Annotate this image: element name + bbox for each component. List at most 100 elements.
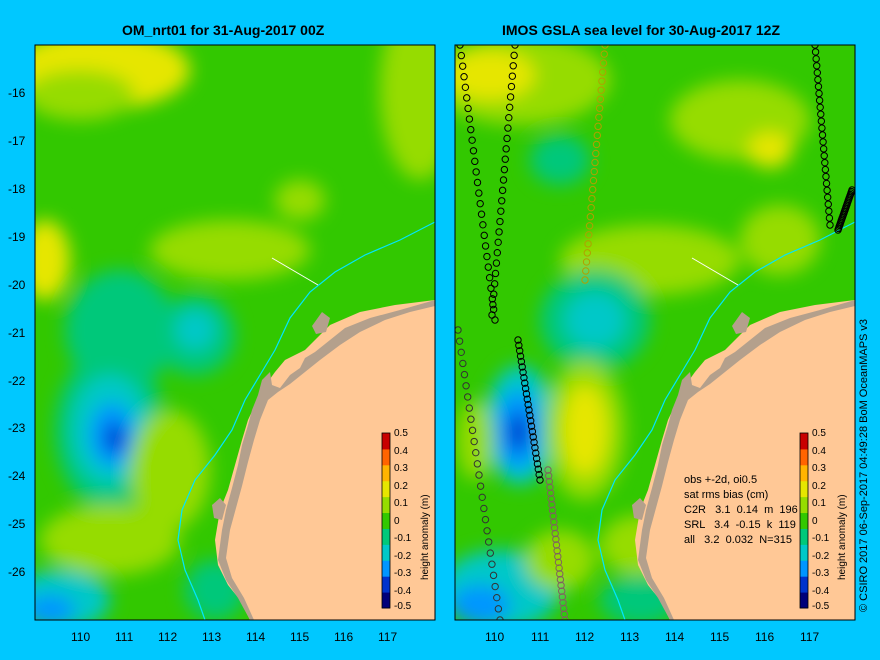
observation-marker [819,145,828,153]
observation-marker [492,259,501,267]
observation-marker [584,240,592,248]
observation-marker [814,82,823,91]
observation-marker [476,482,485,490]
observation-marker [465,115,474,123]
observation-marker [556,570,564,578]
observation-marker [508,72,517,80]
colorbar-segment [800,592,808,609]
observation-marker [581,276,589,284]
observation-marker [505,113,513,122]
observation-marker [818,131,827,139]
left-map-panel [35,45,435,620]
observation-marker [515,347,524,355]
observation-marker [477,210,486,218]
observation-marker [822,179,831,188]
x-tick: 111 [531,630,550,644]
observation-marker [589,176,598,185]
observation-marker [528,427,537,436]
observation-marker [521,384,530,393]
observation-marker [812,55,820,63]
observation-marker [521,379,529,387]
y-tick: -23 [8,421,26,435]
observation-marker [504,124,512,132]
colorbar-tick: 0.3 [394,463,408,474]
observation-marker [501,155,509,163]
observation-marker [535,470,543,479]
observation-marker [455,337,464,345]
observation-marker [815,96,824,105]
observation-marker [591,158,599,167]
colorbar-segment [382,576,390,593]
colorbar-segment [382,480,390,498]
observation-marker [811,48,820,56]
observation-marker [491,582,499,591]
observation-marker [461,83,470,92]
observation-marker [582,267,590,275]
observation-marker [526,417,535,425]
colorbar-tick: -0.5 [394,601,412,612]
stats-row: SRL 3.4 -0.15 k 119 [684,519,796,531]
colorbar-segment [800,480,808,498]
x-tick: 114 [246,630,266,644]
y-tick: -26 [8,565,26,579]
observation-marker [599,59,608,67]
x-tick: 116 [334,630,354,644]
stats-row: all 3.2 0.032 N=315 [684,534,792,546]
observation-marker [822,172,830,181]
observation-marker [546,483,554,492]
observation-marker [557,581,565,590]
observation-marker [458,62,467,70]
observation-marker [488,295,497,303]
observation-marker [460,73,468,81]
x-tick: 115 [290,630,310,644]
observation-marker [549,512,557,520]
observation-stats: obs +-2d, oi0.5 sat rms bias (cm) C2R 3.… [684,473,798,548]
observation-marker [472,448,480,457]
y-tick: -20 [8,278,26,292]
colorbar-segment [382,528,390,545]
observation-marker [485,273,494,282]
observation-marker [601,45,609,49]
observation-marker [506,93,515,101]
observation-marker [552,535,560,543]
observation-marker [532,454,541,463]
observation-marker [484,263,492,271]
colorbar-segment [382,496,390,514]
observation-marker [515,341,523,350]
observation-marker [544,466,552,474]
x-tick: 112 [575,630,595,644]
observation-marker [583,249,592,257]
observation-marker [813,62,821,70]
observation-marker [814,75,822,84]
colorbar-tick: 0.2 [812,481,826,492]
left-anomaly-field [35,45,435,620]
right-map-frame [454,44,856,621]
observation-marker [473,178,482,187]
observation-marker [531,443,539,452]
observation-marker [595,113,603,122]
observation-marker [481,515,490,524]
observation-marker [550,523,559,532]
x-tick: 116 [755,630,775,644]
observation-marker [552,541,561,549]
observation-marker [522,390,531,398]
observation-marker [826,221,834,229]
x-tick: 113 [620,630,640,644]
observation-marker [524,400,532,409]
y-tick: -21 [8,326,26,340]
observation-marker [558,593,567,601]
left-island-shark-bay [212,498,226,520]
observation-marker [475,471,483,479]
x-tick: 110 [71,630,91,644]
colorbar-tick: 0 [812,516,818,527]
colorbar-segment [800,433,808,450]
observation-marker [523,395,532,403]
observation-marker [556,575,565,584]
observation-marker [473,460,482,468]
observation-marker [817,117,826,125]
colorbar-tick: 0.5 [812,428,826,439]
observation-marker [518,363,526,371]
observation-marker [495,228,503,236]
observation-marker [527,422,536,430]
